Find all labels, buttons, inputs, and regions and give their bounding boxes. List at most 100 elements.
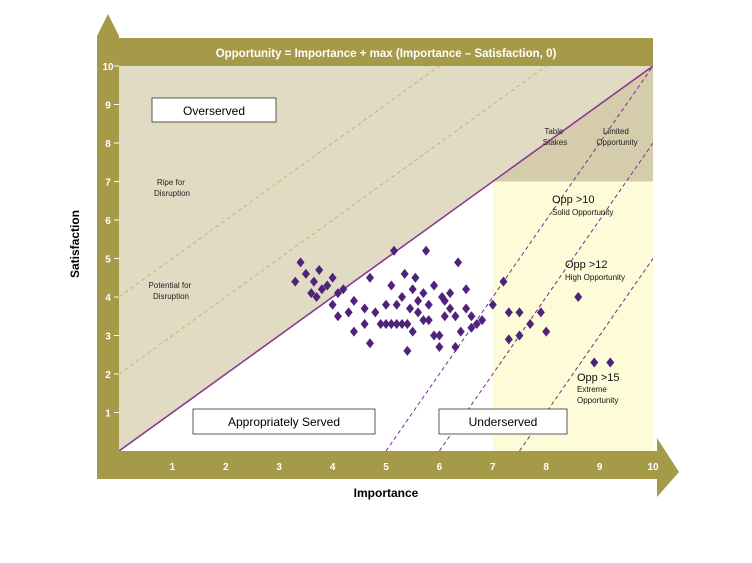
data-point	[542, 326, 551, 337]
data-point	[328, 272, 337, 283]
overserved-label-box: Overserved	[151, 97, 277, 123]
potential-for-disruption-label: Potential for Disruption	[149, 281, 194, 301]
data-point	[360, 318, 369, 329]
data-point	[440, 295, 449, 306]
data-point	[382, 299, 390, 310]
opp-10-label: Opp >10 Solid Opportunity	[552, 190, 613, 217]
data-point	[414, 295, 423, 306]
data-point	[419, 315, 428, 326]
data-point	[526, 318, 535, 329]
data-point	[515, 307, 524, 318]
data-point	[296, 257, 305, 268]
underserved-label-box: Underserved	[438, 408, 568, 435]
disruption-line-1	[119, 66, 547, 375]
data-point	[376, 318, 385, 329]
data-point	[387, 280, 396, 291]
data-point	[333, 311, 342, 322]
opp-12-label: Opp >12 High Opportunity	[565, 255, 625, 282]
data-point	[462, 284, 471, 295]
data-point	[424, 299, 433, 310]
data-point	[414, 307, 423, 318]
y-tick-label: 5	[105, 255, 111, 266]
data-point	[467, 311, 476, 322]
opp-12-line	[438, 142, 653, 451]
data-point	[301, 268, 310, 279]
opp-10-line	[385, 66, 653, 451]
data-point	[400, 268, 409, 279]
opportunity-lines	[385, 66, 653, 451]
data-point	[440, 311, 449, 322]
x-tick-label: 10	[647, 462, 659, 473]
data-point	[419, 288, 428, 299]
data-point	[451, 342, 460, 353]
y-axis-arrow	[97, 14, 119, 479]
limited-opportunity-label: Limited Opportunity	[596, 127, 637, 147]
y-tick-label: 7	[105, 178, 111, 189]
data-point	[472, 318, 481, 329]
data-point	[387, 318, 396, 329]
x-tick-label: 8	[543, 462, 549, 473]
y-tick-label: 10	[102, 62, 114, 73]
data-point	[371, 307, 380, 318]
data-point	[333, 288, 342, 299]
data-point	[360, 303, 369, 314]
data-point	[606, 357, 615, 368]
title-banner	[119, 38, 653, 66]
y-tick-label: 4	[105, 293, 111, 304]
disruption-lines	[119, 66, 547, 375]
x-axis-arrow	[119, 438, 679, 497]
data-point	[344, 307, 353, 318]
x-tick-label: 5	[383, 462, 389, 473]
data-point	[454, 257, 463, 268]
axis-frame	[97, 14, 679, 497]
disruption-line-2	[119, 66, 440, 298]
x-tick-labels: 1 2 3 4 5 6 7 8 9 10	[170, 462, 659, 473]
data-point	[499, 276, 508, 287]
data-point	[422, 245, 431, 256]
data-point	[323, 280, 332, 291]
data-point	[467, 322, 476, 333]
data-point	[424, 315, 433, 326]
data-point	[430, 330, 439, 341]
data-point	[339, 284, 348, 295]
y-tick-labels: 1 2 3 4 5 6 7 8 9 10	[102, 62, 119, 420]
data-point	[403, 345, 412, 356]
x-tick-label: 4	[330, 462, 336, 473]
ripe-for-disruption-label: Ripe for Disruption	[154, 178, 190, 198]
y-tick-label: 1	[105, 409, 111, 420]
data-point	[349, 295, 358, 306]
data-point	[315, 265, 324, 276]
overserved-label: Overserved	[183, 104, 245, 118]
data-point	[317, 284, 326, 295]
data-point	[398, 292, 407, 302]
y-tick-label: 8	[105, 139, 111, 150]
y-tick-label: 3	[105, 332, 111, 343]
data-points	[291, 245, 615, 368]
data-point	[435, 342, 444, 353]
data-point	[435, 330, 444, 341]
data-point	[408, 326, 417, 337]
data-point	[382, 318, 390, 329]
data-point	[411, 272, 420, 283]
plot-area	[119, 66, 653, 451]
y-tick-label: 2	[105, 370, 111, 381]
appropriately-served-label-box: Appropriately Served	[192, 408, 376, 435]
x-axis-title: Importance	[354, 486, 419, 500]
x-tick-label: 1	[170, 462, 176, 473]
data-point	[536, 307, 545, 318]
opp-15-label: Opp >15 Extreme Opportunity	[577, 368, 624, 405]
data-point	[349, 326, 358, 337]
y-tick-label: 9	[105, 101, 111, 112]
data-point	[390, 245, 399, 256]
data-point	[408, 284, 417, 295]
data-point	[406, 303, 415, 314]
x-tick-label: 9	[597, 462, 603, 473]
data-point	[403, 318, 412, 329]
y-axis-title: Satisfaction	[68, 210, 82, 278]
data-point	[451, 311, 460, 322]
data-point	[392, 318, 401, 329]
underserved-label: Underserved	[469, 415, 538, 429]
data-point	[504, 307, 513, 318]
data-point	[590, 357, 599, 368]
